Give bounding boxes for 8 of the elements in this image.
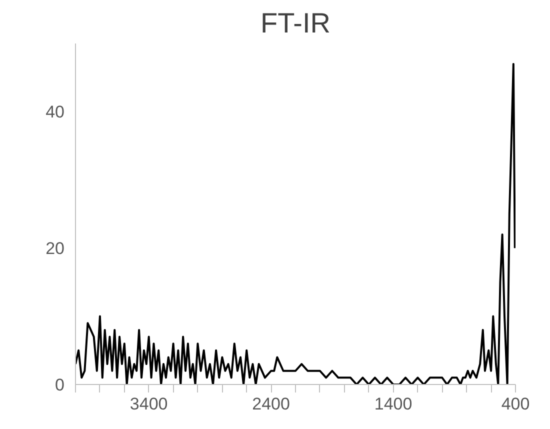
y-tick-label: 20: [46, 239, 65, 258]
y-tick-label: 0: [55, 376, 65, 394]
x-tick-label: 2400: [252, 394, 290, 414]
chart-title: FT-IR: [260, 8, 331, 38]
y-tick-label: 40: [46, 102, 65, 122]
x-tick-label: 3400: [130, 394, 168, 414]
x-tick-label: 400: [501, 394, 530, 414]
x-tick-label: 1400: [374, 394, 412, 414]
